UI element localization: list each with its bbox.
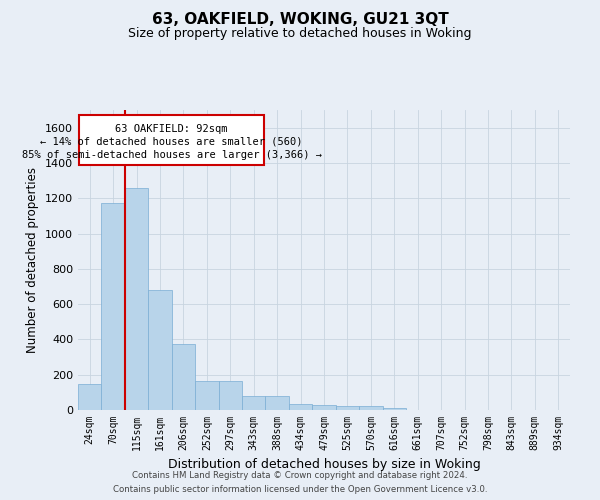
Text: Contains public sector information licensed under the Open Government Licence v3: Contains public sector information licen… xyxy=(113,485,487,494)
X-axis label: Distribution of detached houses by size in Woking: Distribution of detached houses by size … xyxy=(167,458,481,471)
Bar xyxy=(172,344,195,410)
Bar xyxy=(218,381,242,410)
Bar xyxy=(79,116,264,164)
Bar xyxy=(125,188,148,410)
Text: 85% of semi-detached houses are larger (3,366) →: 85% of semi-detached houses are larger (… xyxy=(22,150,322,160)
Bar xyxy=(289,404,312,410)
Bar xyxy=(312,404,336,410)
Bar xyxy=(336,406,359,410)
Bar xyxy=(359,406,383,410)
Bar xyxy=(78,384,101,410)
Text: ← 14% of detached houses are smaller (560): ← 14% of detached houses are smaller (56… xyxy=(40,136,303,146)
Bar xyxy=(148,290,172,410)
Bar xyxy=(242,396,265,410)
Text: 63, OAKFIELD, WOKING, GU21 3QT: 63, OAKFIELD, WOKING, GU21 3QT xyxy=(152,12,448,28)
Bar xyxy=(265,396,289,410)
Text: Size of property relative to detached houses in Woking: Size of property relative to detached ho… xyxy=(128,28,472,40)
Y-axis label: Number of detached properties: Number of detached properties xyxy=(26,167,40,353)
Bar xyxy=(101,202,125,410)
Bar xyxy=(383,408,406,410)
Text: Contains HM Land Registry data © Crown copyright and database right 2024.: Contains HM Land Registry data © Crown c… xyxy=(132,471,468,480)
Bar xyxy=(195,381,218,410)
Text: 63 OAKFIELD: 92sqm: 63 OAKFIELD: 92sqm xyxy=(115,124,228,134)
